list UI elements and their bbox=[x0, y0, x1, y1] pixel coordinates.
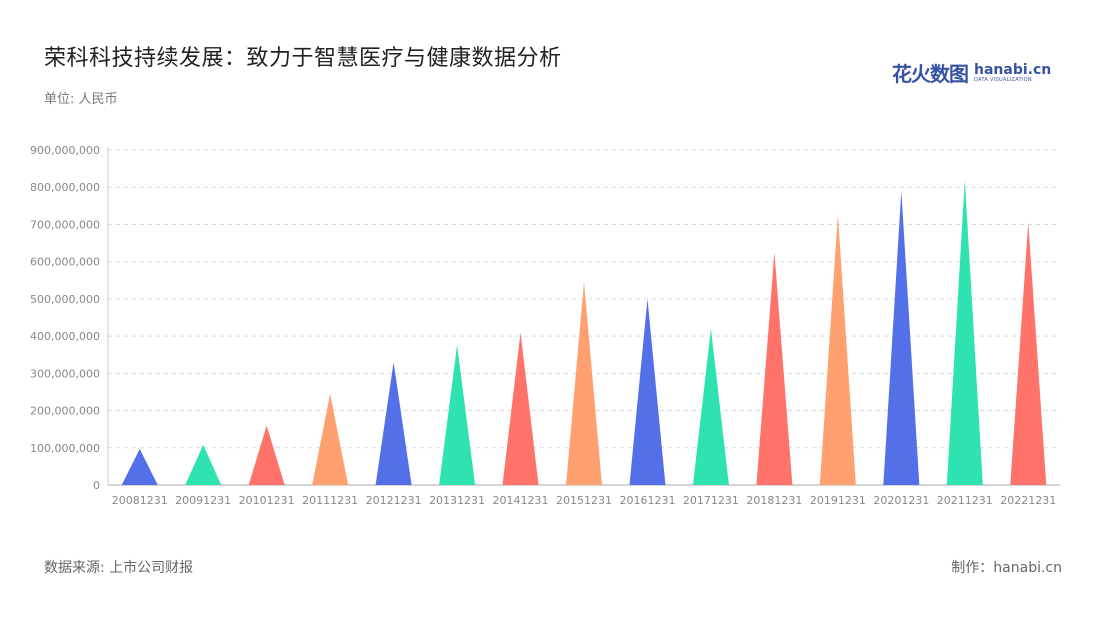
y-tick-label: 900,000,000 bbox=[30, 144, 100, 157]
x-tick-label: 20111231 bbox=[302, 494, 358, 507]
y-tick-label: 0 bbox=[93, 479, 100, 492]
x-tick-label: 20221231 bbox=[1000, 494, 1056, 507]
x-tick-label: 20181231 bbox=[746, 494, 802, 507]
x-tick-label: 20081231 bbox=[112, 494, 168, 507]
x-tick-label: 20201231 bbox=[873, 494, 929, 507]
y-tick-label: 700,000,000 bbox=[30, 218, 100, 231]
x-tick-label: 20091231 bbox=[175, 494, 231, 507]
x-tick-label: 20101231 bbox=[239, 494, 295, 507]
triangle-bar bbox=[502, 332, 539, 485]
triangle-bar bbox=[692, 328, 729, 485]
y-tick-label: 500,000,000 bbox=[30, 293, 100, 306]
y-tick-label: 400,000,000 bbox=[30, 330, 100, 343]
triangle-bar bbox=[439, 345, 476, 485]
x-tick-label: 20161231 bbox=[619, 494, 675, 507]
logo-en-text: hanabi.cn bbox=[974, 61, 1052, 78]
x-tick-label: 20141231 bbox=[493, 494, 549, 507]
chart-title: 荣科科技持续发展：致力于智慧医疗与健康数据分析 bbox=[44, 46, 562, 71]
triangle-bar bbox=[312, 393, 349, 485]
x-tick-label: 20171231 bbox=[683, 494, 739, 507]
triangle-bar bbox=[248, 425, 285, 485]
logo-en-sub: DATA VISUALIZATION bbox=[974, 76, 1032, 83]
triangle-bar bbox=[121, 448, 158, 485]
x-tick-label: 20131231 bbox=[429, 494, 485, 507]
logo-en-block: hanabi.cn DATA VISUALIZATION bbox=[974, 63, 1051, 83]
y-tick-label: 800,000,000 bbox=[30, 181, 100, 194]
x-tick-label: 20151231 bbox=[556, 494, 612, 507]
triangle-bar bbox=[566, 282, 602, 485]
triangle-bar bbox=[756, 252, 793, 485]
y-tick-label: 600,000,000 bbox=[30, 256, 100, 269]
x-tick-label: 20121231 bbox=[366, 494, 422, 507]
y-tick-label: 300,000,000 bbox=[30, 367, 100, 380]
y-tick-label: 100,000,000 bbox=[30, 442, 100, 455]
y-tick-label: 200,000,000 bbox=[30, 405, 100, 418]
triangle-bar bbox=[819, 214, 856, 485]
triangle-bar bbox=[883, 190, 920, 485]
triangle-bar bbox=[629, 298, 666, 485]
logo-cn-text: 花火数图 bbox=[892, 62, 969, 86]
triangle-bar bbox=[1010, 222, 1047, 486]
data-source: 数据来源: 上市公司财报 bbox=[44, 560, 194, 576]
brand-logo: 花火数图 hanabi.cn DATA VISUALIZATION bbox=[892, 58, 1051, 87]
triangle-bar bbox=[946, 179, 983, 485]
credit: 制作：hanabi.cn bbox=[951, 560, 1062, 576]
x-tick-label: 20191231 bbox=[810, 494, 866, 507]
triangle-bar bbox=[375, 362, 412, 485]
unit-label: 单位: 人民币 bbox=[44, 92, 118, 107]
x-tick-label: 20211231 bbox=[937, 494, 993, 507]
triangle-bar bbox=[185, 444, 222, 485]
